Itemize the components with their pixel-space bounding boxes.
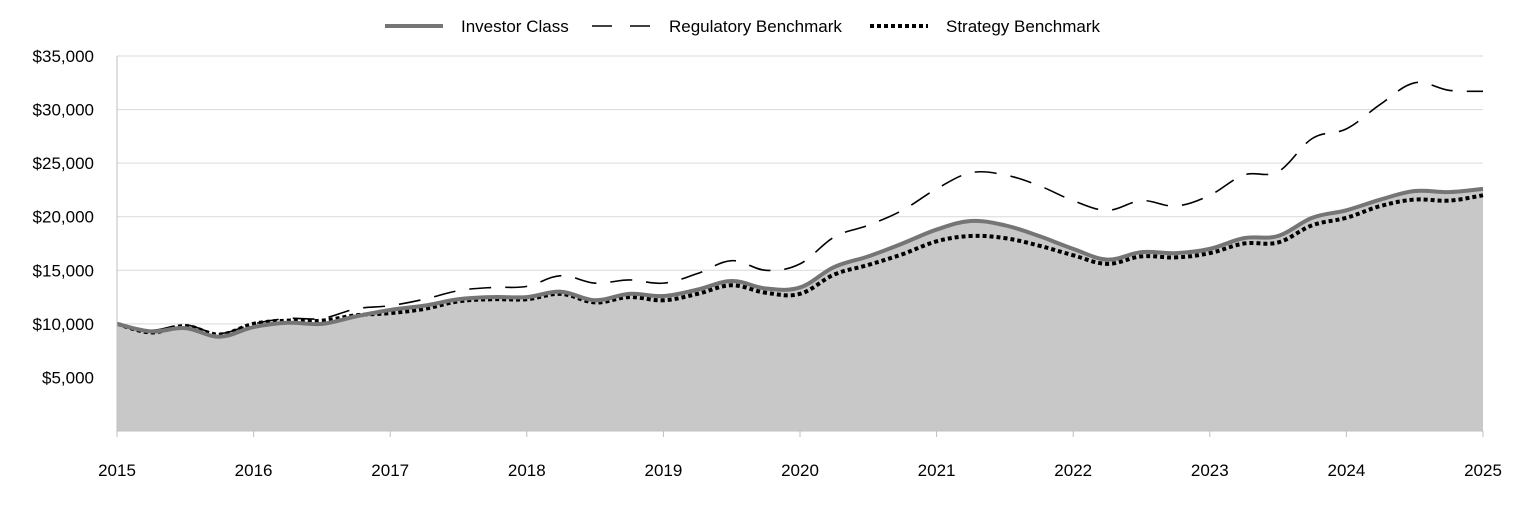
x-tick-label: 2017 xyxy=(371,461,409,480)
investor-class-area xyxy=(117,188,1483,431)
y-tick-label: $35,000 xyxy=(33,47,94,66)
regulatory-benchmark-line xyxy=(116,81,1484,335)
x-tick-label: 2021 xyxy=(918,461,956,480)
x-tick-label: 2018 xyxy=(508,461,546,480)
x-tick-label: 2023 xyxy=(1191,461,1229,480)
x-tick-label: 2015 xyxy=(98,461,136,480)
y-tick-label: $5,000 xyxy=(42,368,94,387)
x-tick-label: 2016 xyxy=(235,461,273,480)
series-layer xyxy=(116,81,1484,431)
legend-label: Strategy Benchmark xyxy=(946,17,1101,36)
y-tick-label: $15,000 xyxy=(33,261,94,280)
x-tick-label: 2020 xyxy=(781,461,819,480)
x-tick-label: 2022 xyxy=(1054,461,1092,480)
x-tick-label: 2025 xyxy=(1464,461,1502,480)
legend-label: Regulatory Benchmark xyxy=(669,17,842,36)
x-tick-label: 2024 xyxy=(1327,461,1365,480)
y-tick-label: $20,000 xyxy=(33,208,94,227)
axis-layer: $5,000 $10,000 $15,000 $20,000 $25,000 $30,00… xyxy=(33,47,1502,480)
legend-label: Investor Class xyxy=(461,17,569,36)
x-tick-label: 2019 xyxy=(644,461,682,480)
y-tick-label: $10,000 xyxy=(33,315,94,334)
y-tick-label: $30,000 xyxy=(33,101,94,120)
investor-class-line xyxy=(116,186,1484,339)
y-tick-label: $25,000 xyxy=(33,154,94,173)
legend: Investor Class Regulatory Benchmark Strate… xyxy=(385,17,1101,36)
